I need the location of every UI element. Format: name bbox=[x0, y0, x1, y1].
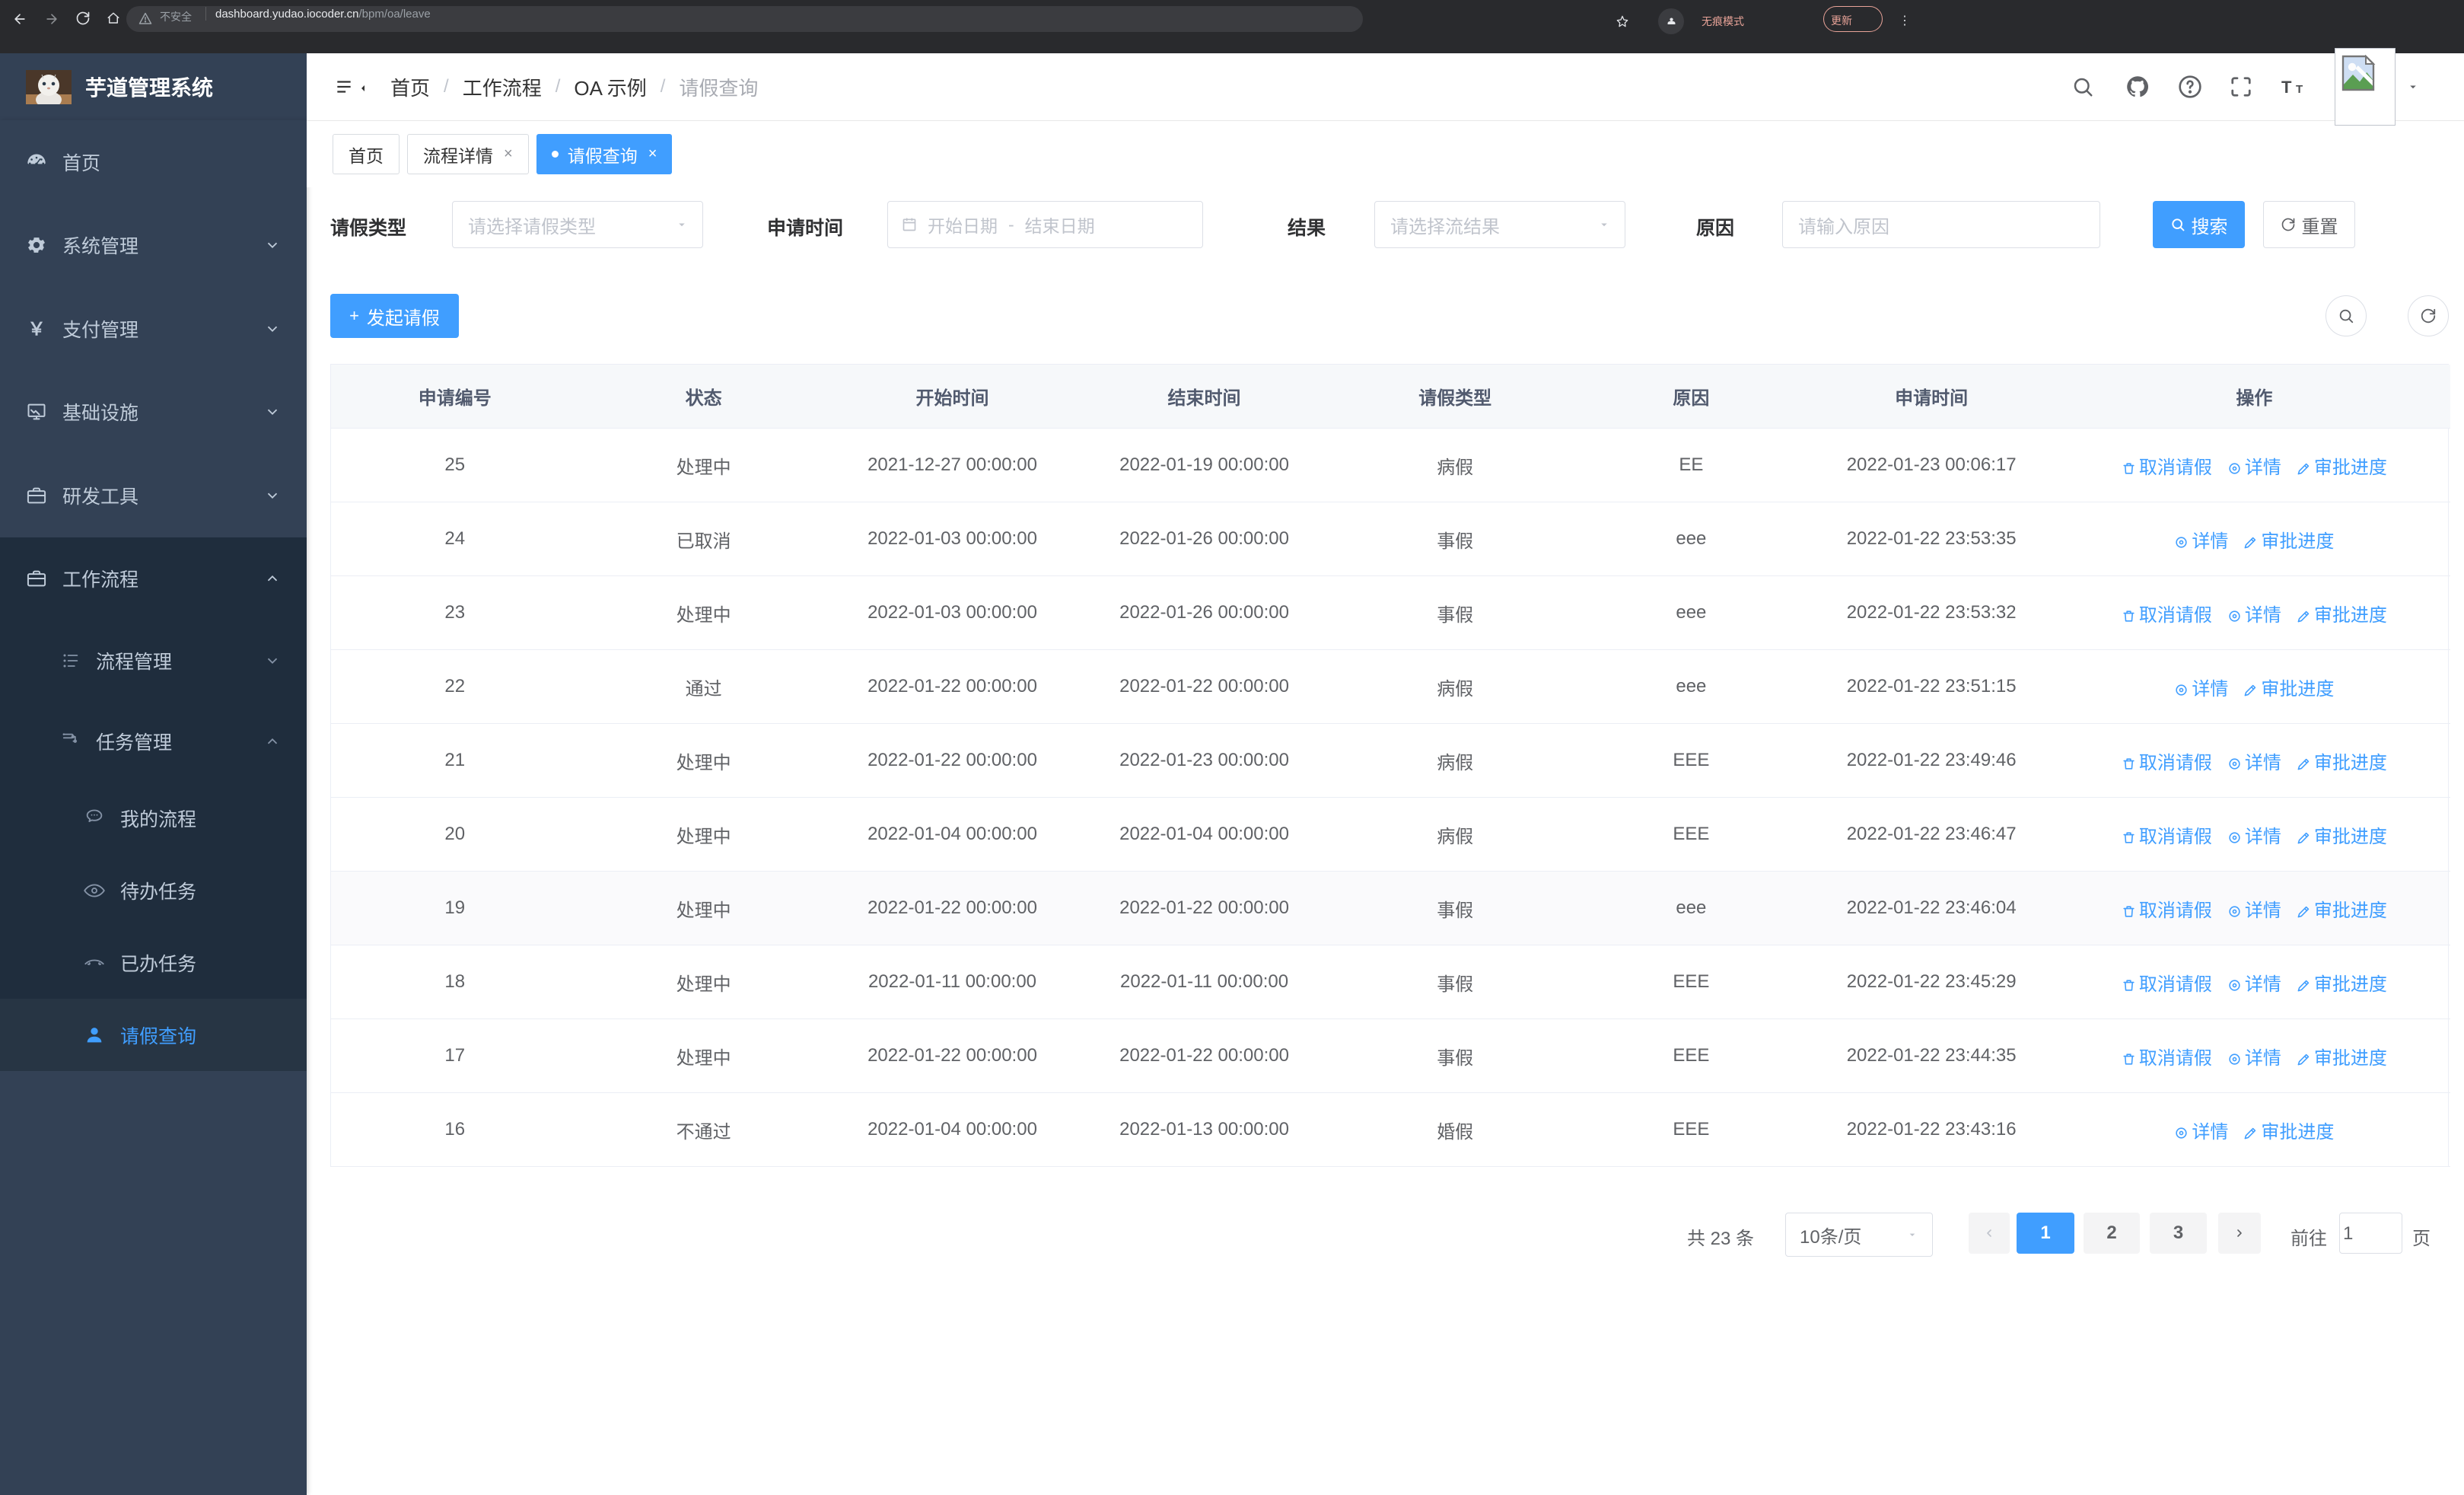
svg-text:T: T bbox=[2281, 78, 2292, 97]
svg-text:￥: ￥ bbox=[27, 319, 45, 339]
svg-text:T: T bbox=[2296, 83, 2303, 96]
